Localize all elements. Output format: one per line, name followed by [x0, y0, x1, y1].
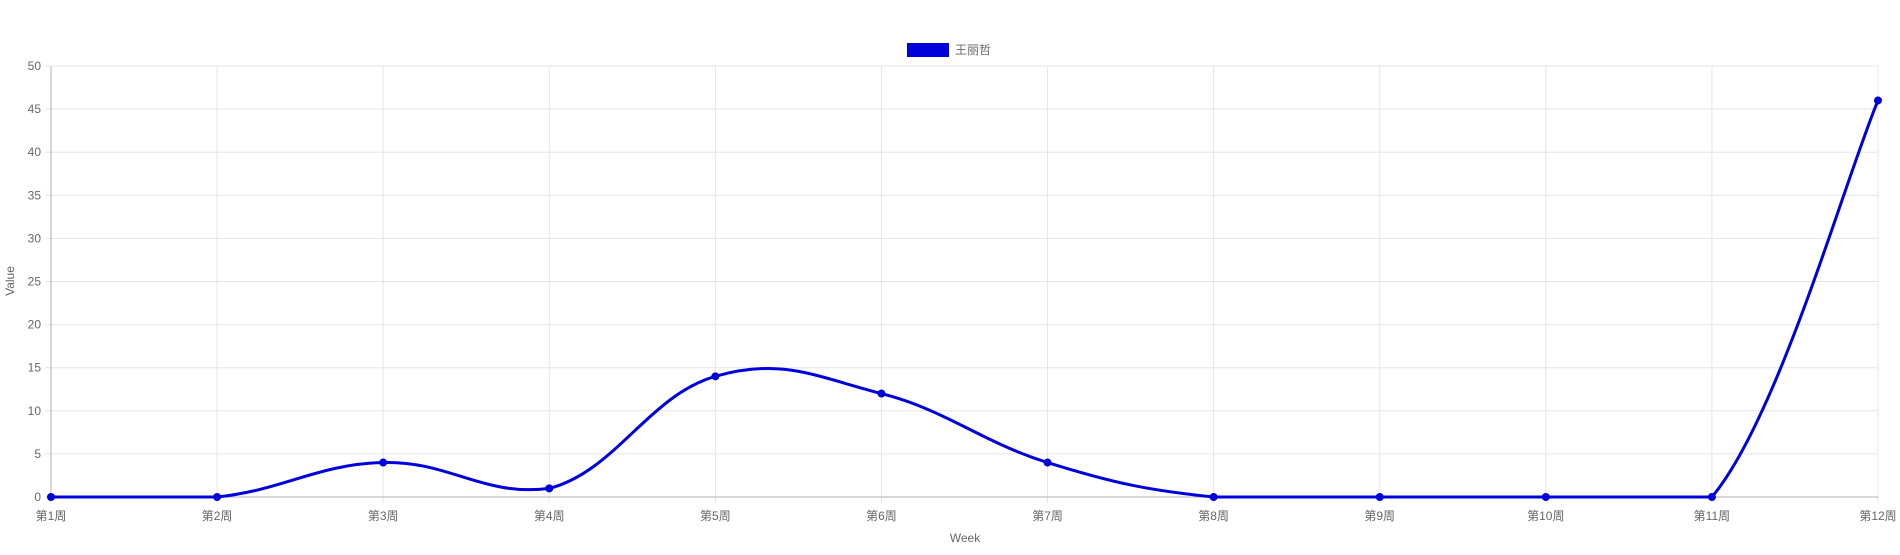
x-tick-label: 第1周: [36, 509, 67, 523]
x-tick-label: 第10周: [1527, 509, 1564, 523]
grid: [45, 65, 1879, 503]
y-tick-label: 40: [28, 145, 42, 159]
y-tick-label: 25: [28, 275, 42, 289]
x-tick-label: 第4周: [534, 509, 565, 523]
data-point[interactable]: [1375, 493, 1384, 501]
y-tick-label: 0: [34, 490, 41, 504]
x-tick-label: 第8周: [1198, 509, 1229, 523]
data-point[interactable]: [545, 484, 554, 493]
data-point[interactable]: [379, 458, 388, 467]
y-axis-title: Value: [3, 266, 17, 296]
x-tick-label: 第11周: [1694, 509, 1730, 523]
series: [47, 96, 1882, 501]
data-point[interactable]: [1874, 96, 1882, 105]
data-point[interactable]: [1043, 458, 1052, 467]
data-point[interactable]: [1707, 493, 1716, 501]
data-point[interactable]: [213, 493, 222, 501]
y-tick-label: 10: [28, 404, 42, 418]
data-point[interactable]: [1541, 493, 1550, 501]
series-line: [51, 99, 1880, 499]
legend-label[interactable]: 王丽哲: [955, 43, 991, 57]
y-tick-label: 15: [28, 361, 42, 375]
x-tick-label: 第9周: [1364, 509, 1395, 523]
y-tick-labels: 0 5 10 15 20 25 30 35 40 45 50: [28, 59, 42, 504]
data-point[interactable]: [1209, 493, 1218, 501]
x-tick-label: 第2周: [202, 509, 233, 523]
x-axis-title: Week: [950, 531, 981, 545]
data-point[interactable]: [877, 389, 886, 398]
x-tick-label: 第12周: [1859, 509, 1896, 523]
legend-swatch[interactable]: [907, 43, 949, 57]
y-tick-label: 5: [34, 447, 41, 461]
data-point[interactable]: [711, 372, 720, 381]
x-tick-labels: 第1周 第2周 第3周 第4周 第5周 第6周 第7周 第8周 第9周 第10周 第11周 第12周: [36, 509, 1897, 523]
x-tick-label: 第3周: [368, 509, 399, 523]
y-tick-label: 20: [28, 318, 42, 332]
x-tick-label: 第5周: [700, 509, 731, 523]
y-tick-label: 30: [28, 231, 42, 245]
x-tick-label: 第6周: [866, 509, 897, 523]
legend[interactable]: 王丽哲: [907, 43, 991, 57]
y-tick-label: 35: [28, 188, 42, 202]
y-tick-label: 50: [28, 59, 42, 73]
y-tick-label: 45: [28, 102, 42, 116]
data-point[interactable]: [47, 493, 55, 501]
x-tick-label: 第7周: [1032, 509, 1063, 523]
